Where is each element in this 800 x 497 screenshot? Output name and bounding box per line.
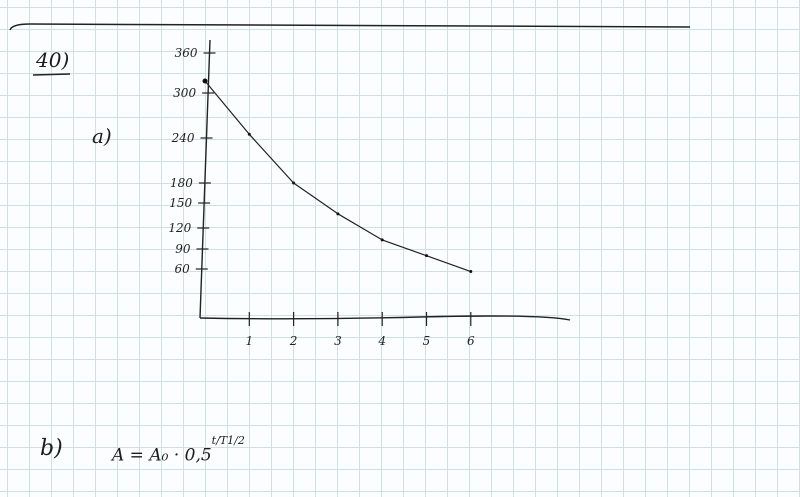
x-tick-label: 6 <box>467 334 475 348</box>
x-tick-label: 5 <box>423 334 431 348</box>
data-point <box>425 254 428 258</box>
x-axis <box>199 315 571 321</box>
y-tick-label: 300 <box>173 86 196 100</box>
data-point <box>292 181 296 185</box>
part-a-label: a) <box>92 124 112 148</box>
data-point <box>247 132 251 136</box>
data-point <box>469 270 473 274</box>
y-tick-label: 90 <box>175 242 191 256</box>
data-point <box>380 238 384 242</box>
data-point <box>336 212 340 216</box>
y-tick-label: 240 <box>171 131 195 145</box>
x-tick-label: 2 <box>289 334 298 348</box>
data-point <box>202 78 208 84</box>
y-tick-label: 120 <box>168 221 191 235</box>
y-tick-label: 360 <box>175 46 198 60</box>
x-tick-label: 1 <box>245 334 253 348</box>
x-tick-label: 3 <box>334 334 342 348</box>
y-axis <box>199 39 211 319</box>
decay-curve <box>204 80 472 273</box>
y-tick-label: 60 <box>174 262 190 276</box>
problem-underline <box>32 73 71 76</box>
formula: A = A₀ · 0,5t/T1/2 <box>112 434 245 466</box>
y-tick-label: 180 <box>170 176 193 190</box>
problem-number: 40) <box>36 48 70 72</box>
part-b-label: b) <box>40 436 63 461</box>
top-rule-line <box>9 23 691 31</box>
x-tick-label: 4 <box>377 334 386 348</box>
y-tick-label: 150 <box>169 196 192 210</box>
formula-main: A = A₀ · 0,5 <box>112 445 212 466</box>
formula-exponent: t/T1/2 <box>211 434 245 447</box>
